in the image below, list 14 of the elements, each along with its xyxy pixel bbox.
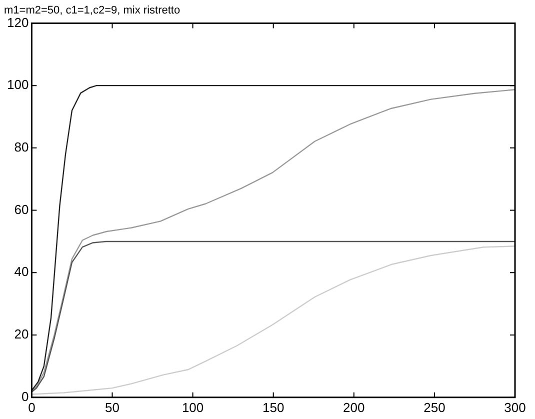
y-tick-label: 20 xyxy=(14,326,29,342)
y-tick-label: 60 xyxy=(14,202,29,217)
x-tick-label: 100 xyxy=(182,400,204,415)
y-tick-label: 40 xyxy=(14,264,29,280)
chart-title: m1=m2=50, c1=1,c2=9, mix ristretto xyxy=(4,4,180,17)
x-tick-label: 50 xyxy=(105,400,120,415)
x-tick-label: 300 xyxy=(504,400,526,415)
x-tick-label: 150 xyxy=(262,400,284,415)
y-tick-label: 80 xyxy=(14,140,29,155)
y-tick-label: 100 xyxy=(6,77,29,92)
x-tick-label: 250 xyxy=(424,400,446,415)
x-tick-label: 200 xyxy=(343,400,365,415)
y-tick-label: 120 xyxy=(6,14,29,30)
y-tick-label: 0 xyxy=(21,388,29,404)
